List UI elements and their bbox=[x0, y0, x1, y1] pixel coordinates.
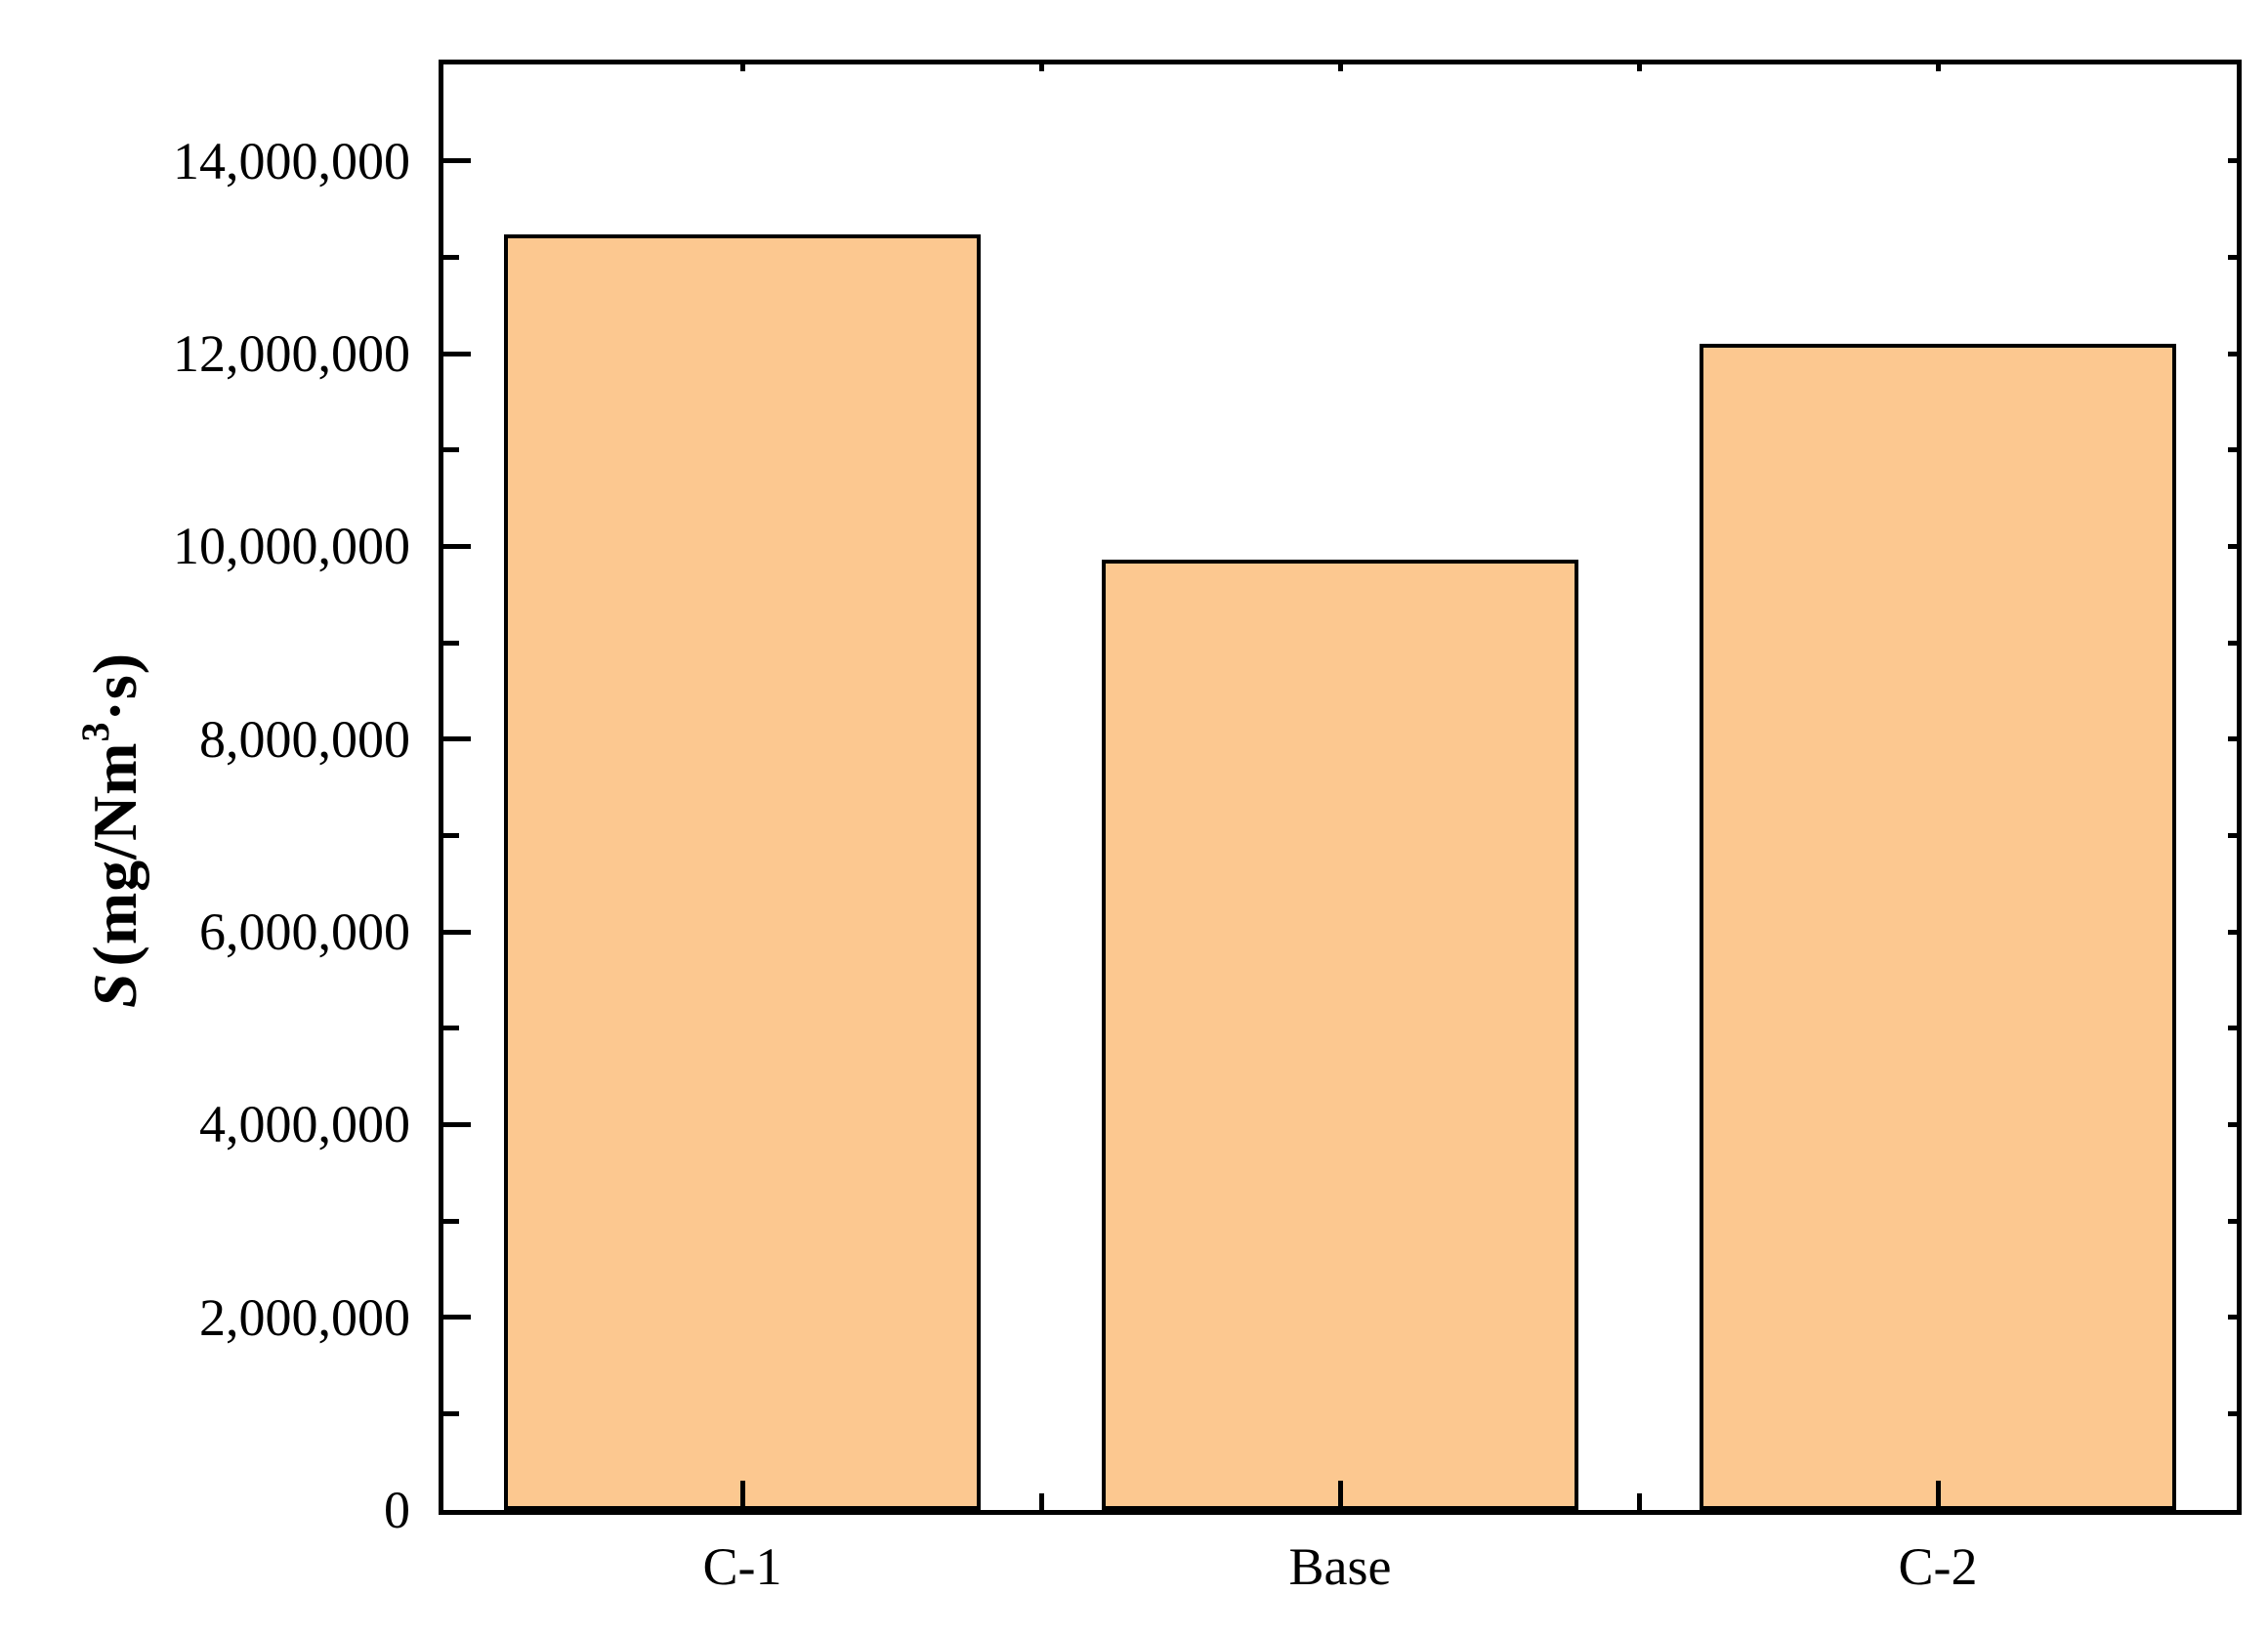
x-top-tick bbox=[1935, 64, 1941, 71]
y-major-tick bbox=[443, 736, 471, 742]
y-right-tick bbox=[2228, 254, 2237, 260]
y-minor-tick bbox=[443, 1410, 459, 1416]
y-major-tick bbox=[443, 158, 471, 164]
y-right-tick bbox=[2228, 832, 2237, 838]
y-axis-title: S (mg/Nm3·s) bbox=[73, 651, 151, 1009]
x-minor-tick bbox=[1038, 1493, 1044, 1510]
y-major-tick bbox=[443, 929, 471, 935]
y-tick-label: 2,000,000 bbox=[199, 1287, 410, 1347]
y-right-tick bbox=[2228, 543, 2237, 549]
y-major-tick bbox=[443, 543, 471, 549]
y-major-tick bbox=[443, 351, 471, 356]
y-minor-tick bbox=[443, 640, 459, 646]
y-minor-tick bbox=[443, 1026, 459, 1031]
y-axis-title-unit-suffix: ·s) bbox=[80, 651, 149, 722]
x-category-label-c-1: C-1 bbox=[702, 1537, 782, 1596]
y-minor-tick bbox=[443, 447, 459, 453]
y-tick-label: 10,000,000 bbox=[173, 517, 410, 576]
y-right-tick bbox=[2228, 640, 2237, 646]
y-tick-label: 14,000,000 bbox=[173, 131, 410, 190]
y-right-tick bbox=[2228, 1121, 2237, 1127]
y-minor-tick bbox=[443, 832, 459, 838]
y-major-tick bbox=[443, 1315, 471, 1321]
y-tick-label: 12,000,000 bbox=[173, 324, 410, 383]
y-right-tick bbox=[2228, 736, 2237, 742]
y-right-tick bbox=[2228, 351, 2237, 356]
x-category-label-base: Base bbox=[1288, 1537, 1392, 1596]
x-top-minor-tick bbox=[1636, 64, 1642, 71]
x-major-tick bbox=[739, 1481, 745, 1510]
plot-area bbox=[439, 60, 2242, 1515]
y-right-tick bbox=[2228, 447, 2237, 453]
y-major-tick bbox=[443, 1121, 471, 1127]
x-minor-tick bbox=[1636, 1493, 1642, 1510]
y-minor-tick bbox=[443, 1218, 459, 1224]
bar-base bbox=[1102, 560, 1578, 1510]
y-axis-title-symbol: S bbox=[80, 972, 149, 1009]
y-right-tick bbox=[2228, 158, 2237, 164]
bar-c-1 bbox=[504, 233, 981, 1510]
y-tick-label: 8,000,000 bbox=[199, 709, 410, 769]
y-tick-label: 4,000,000 bbox=[199, 1095, 410, 1154]
y-right-tick bbox=[2228, 1315, 2237, 1321]
x-top-minor-tick bbox=[1038, 64, 1044, 71]
bar-c-2 bbox=[1700, 344, 2176, 1510]
x-top-tick bbox=[739, 64, 745, 71]
x-major-tick bbox=[1337, 1481, 1343, 1510]
x-major-tick bbox=[1935, 1481, 1941, 1510]
y-right-tick bbox=[2228, 1410, 2237, 1416]
y-right-tick bbox=[2228, 1218, 2237, 1224]
y-tick-label: 6,000,000 bbox=[199, 902, 410, 961]
y-axis-title-unit-prefix: (mg/Nm bbox=[80, 741, 149, 967]
y-right-tick bbox=[2228, 1026, 2237, 1031]
x-top-tick bbox=[1337, 64, 1343, 71]
x-category-label-c-2: C-2 bbox=[1898, 1537, 1978, 1596]
y-tick-label: 0 bbox=[384, 1481, 410, 1539]
y-axis-title-superscript: 3 bbox=[73, 721, 117, 742]
y-right-tick bbox=[2228, 929, 2237, 935]
y-minor-tick bbox=[443, 254, 459, 260]
